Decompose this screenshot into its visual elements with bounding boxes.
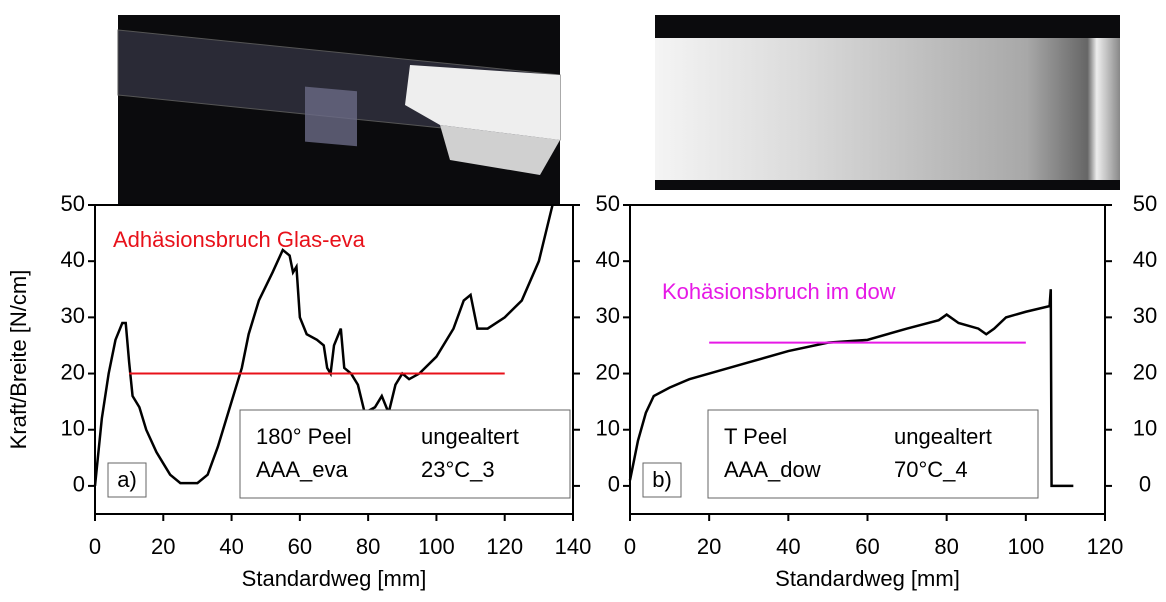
x-tick-label: 20 xyxy=(151,534,175,559)
x-tick-label: 0 xyxy=(89,534,101,559)
info-text: ungealtert xyxy=(421,424,519,449)
y2-tick-label: 10 xyxy=(1133,416,1157,441)
annotation: Adhäsionsbruch Glas-eva xyxy=(113,227,366,252)
x-tick-label: 40 xyxy=(776,534,800,559)
y-tick-label: 30 xyxy=(61,303,85,328)
x-tick-label: 60 xyxy=(288,534,312,559)
y-tick-label: 10 xyxy=(596,416,620,441)
x-tick-label: 0 xyxy=(624,534,636,559)
x-tick-label: 120 xyxy=(486,534,523,559)
x-tick-label: 80 xyxy=(934,534,958,559)
y-tick-label: 30 xyxy=(596,303,620,328)
y2-tick-label: 20 xyxy=(1133,359,1157,384)
info-text: 70°C_4 xyxy=(894,457,968,482)
x-tick-label: 20 xyxy=(697,534,721,559)
x-tick-label: 140 xyxy=(555,534,592,559)
y2-tick-label: 30 xyxy=(1133,303,1157,328)
y-tick-label: 0 xyxy=(608,472,620,497)
photo-a xyxy=(118,15,560,205)
x-tick-label: 60 xyxy=(855,534,879,559)
x-tick-label: 100 xyxy=(418,534,455,559)
y-tick-label: 50 xyxy=(61,191,85,216)
y2-tick-label: 50 xyxy=(1133,191,1157,216)
x-tick-label: 80 xyxy=(356,534,380,559)
x-tick-label: 40 xyxy=(219,534,243,559)
y-tick-label: 50 xyxy=(596,191,620,216)
x-tick-label: 120 xyxy=(1087,534,1124,559)
y-tick-label: 40 xyxy=(61,247,85,272)
y-axis-label: Kraft/Breite [N/cm] xyxy=(6,270,31,450)
y2-tick-label: 40 xyxy=(1133,247,1157,272)
info-text: ungealtert xyxy=(894,424,992,449)
y-tick-label: 0 xyxy=(73,472,85,497)
photo-b xyxy=(655,15,1120,190)
figure: 02040608010012014001020304050Standardweg… xyxy=(0,0,1166,597)
x-axis-label: Standardweg [mm] xyxy=(775,566,960,591)
annotation: Kohäsionsbruch im dow xyxy=(662,279,896,304)
info-text: AAA_eva xyxy=(256,457,348,482)
info-text: AAA_dow xyxy=(724,457,821,482)
info-text: T Peel xyxy=(724,424,787,449)
y-tick-label: 10 xyxy=(61,416,85,441)
info-text: 180° Peel xyxy=(256,424,352,449)
info-text: 23°C_3 xyxy=(421,457,495,482)
panel-label: b) xyxy=(652,467,672,492)
y-tick-label: 40 xyxy=(596,247,620,272)
y-tick-label: 20 xyxy=(596,359,620,384)
panel-label: a) xyxy=(117,467,137,492)
y2-tick-label: 0 xyxy=(1139,472,1151,497)
x-tick-label: 100 xyxy=(1007,534,1044,559)
x-axis-label: Standardweg [mm] xyxy=(242,566,427,591)
y-tick-label: 20 xyxy=(61,359,85,384)
